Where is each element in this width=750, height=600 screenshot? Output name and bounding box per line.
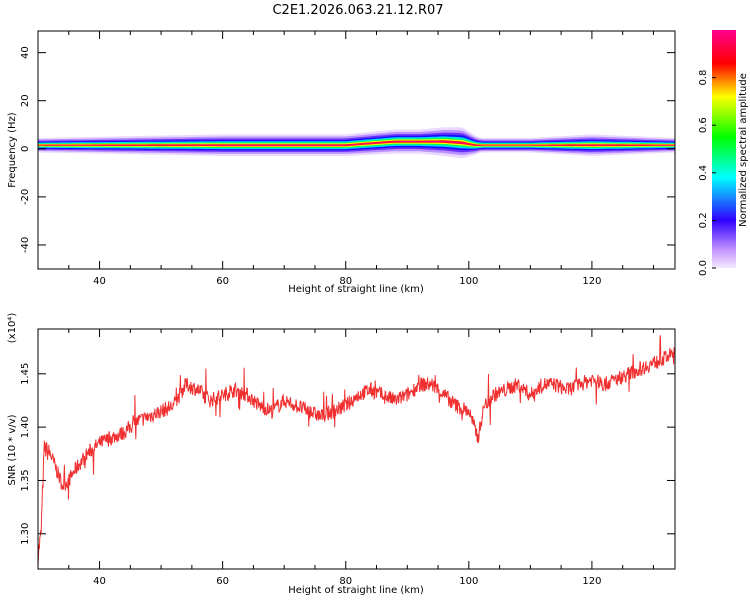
snr-panel: 40 60 80 100 120 1.30 1.35 1.40 1.45 Height of s…	[7, 313, 676, 596]
spectrogram-ylabel: Frequency (Hz)	[7, 112, 18, 188]
snr-xtick-label: 60	[216, 576, 229, 587]
spectrogram-ytick-label: 40	[20, 46, 31, 59]
snr-xtick-label: 100	[459, 576, 478, 587]
snr-xtick-label: 120	[582, 576, 601, 587]
colorbar: 0.0 0.2 0.4 0.6 0.8 Normalized spectral ampl…	[698, 30, 749, 276]
spectrogram-frame	[37, 30, 676, 270]
snr-ytick-label: 1.30	[20, 523, 31, 545]
spectrogram-heatmap	[38, 127, 675, 159]
snr-scale-label: (x10⁴)	[7, 313, 18, 344]
spectrogram-xtick-label: 120	[582, 276, 601, 287]
figure-title: C2E1.2026.063.21.12.R07	[272, 3, 443, 18]
colorbar-tick-label: 0.2	[698, 212, 709, 228]
snr-ticks: 40 60 80 100 120 1.30 1.35 1.40 1.45	[20, 329, 675, 587]
snr-xlabel: Height of straight line (km)	[288, 585, 424, 596]
colorbar-label: Normalized spectral amplitude	[738, 73, 749, 227]
snr-xtick-label: 80	[339, 576, 352, 587]
colorbar-tick-label: 0.0	[698, 260, 709, 276]
spectrogram-xtick-label: 40	[93, 276, 106, 287]
colorbar-tick-label: 0.8	[698, 70, 709, 86]
spectrogram-xtick-label: 80	[339, 276, 352, 287]
snr-ytick-label: 1.35	[20, 469, 31, 491]
snr-xtick-label: 40	[93, 576, 106, 587]
spectrogram-xlabel: Height of straight line (km)	[288, 284, 424, 295]
snr-ytick-label: 1.45	[20, 363, 31, 385]
snr-frame	[37, 328, 676, 570]
spectrogram-ticks: 40 60 80 100 120 40 20 0 -20 -40	[20, 31, 675, 287]
spectrogram-band-7	[38, 140, 675, 147]
spectrogram-xtick-label: 100	[459, 276, 478, 287]
spectrogram-ytick-label: 0	[20, 146, 31, 152]
snr-ylabel: SNR (10 * v/v)	[7, 414, 18, 485]
spectrogram-band-8	[38, 141, 675, 146]
spectrogram-xtick-label: 60	[216, 276, 229, 287]
colorbar-tick-label: 0.4	[698, 165, 709, 181]
spectrogram-panel: 40 60 80 100 120 40 20 0 -20 -40 Height of straig…	[7, 30, 676, 295]
snr-series-line	[38, 335, 675, 565]
colorbar-gradient	[712, 30, 736, 268]
spectrogram-ytick-label: 20	[20, 94, 31, 107]
colorbar-tick-label: 0.6	[698, 117, 709, 133]
snr-ytick-label: 1.40	[20, 416, 31, 438]
colorbar-ticks: 0.0 0.2 0.4 0.6 0.8	[698, 70, 716, 276]
spectrogram-ytick-label: -40	[20, 237, 31, 253]
spectrogram-ytick-label: -20	[20, 189, 31, 205]
